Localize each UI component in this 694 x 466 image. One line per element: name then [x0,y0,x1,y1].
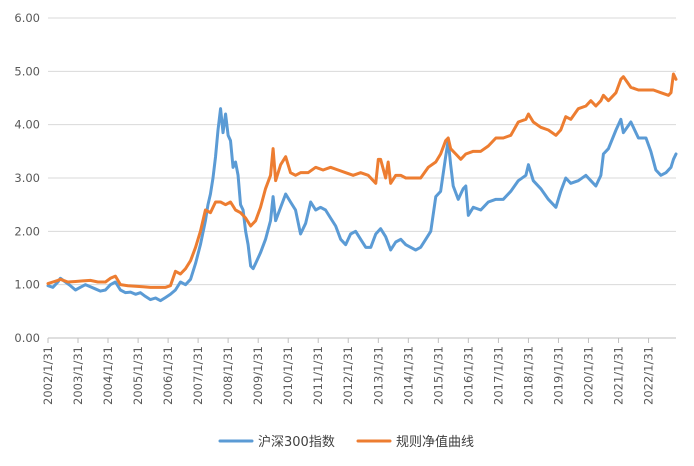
x-tick-label: 2016/1/31 [461,346,475,405]
legend-label: 规则净值曲线 [396,434,474,450]
x-tick-label: 2010/1/31 [281,346,295,405]
x-tick-label: 2017/1/31 [491,346,505,405]
x-tick-label: 2014/1/31 [401,346,415,405]
series-lines [46,72,678,303]
y-tick-label: 2.00 [14,224,40,238]
y-axis-ticks: 0.00 1.00 2.00 3.00 4.00 5.00 6.00 [14,11,40,345]
y-tick-label: 4.00 [14,118,40,132]
x-tick-label: 2006/1/31 [161,346,175,405]
y-tick-label: 5.00 [14,64,40,78]
x-tick-label: 2007/1/31 [191,346,205,405]
x-tick-label: 2018/1/31 [521,346,535,405]
x-tick-label: 2008/1/31 [221,346,235,405]
x-tick-label: 2013/1/31 [371,346,385,405]
x-tick-label: 2021/1/31 [612,346,626,405]
x-tick-label: 2019/1/31 [551,346,565,405]
x-tick-label: 2009/1/31 [251,346,265,405]
x-tick-label: 2011/1/31 [311,346,325,405]
series-line-2 [46,72,678,289]
x-axis: 2002/1/31 2003/1/31 2004/1/31 2005/1/31 2006… [41,338,656,405]
x-tick-label: 2003/1/31 [71,346,85,405]
x-tick-label: 2015/1/31 [431,346,445,405]
legend: 沪深300指数 规则净值曲线 [218,434,474,450]
y-tick-label: 1.00 [14,278,40,292]
y-tick-label: 0.00 [14,331,40,345]
x-tick-label: 2004/1/31 [101,346,115,405]
x-tick-label: 2002/1/31 [41,346,55,405]
y-tick-label: 3.00 [14,171,40,185]
x-tick-label: 2022/1/31 [642,346,656,405]
x-tick-label: 2005/1/31 [131,346,145,405]
series-line-1 [46,107,678,303]
x-tick-label: 2020/1/31 [581,346,595,405]
y-tick-label: 6.00 [14,11,40,25]
grid-lines [48,17,676,339]
x-tick-label: 2012/1/31 [341,346,355,405]
legend-label: 沪深300指数 [258,434,335,450]
